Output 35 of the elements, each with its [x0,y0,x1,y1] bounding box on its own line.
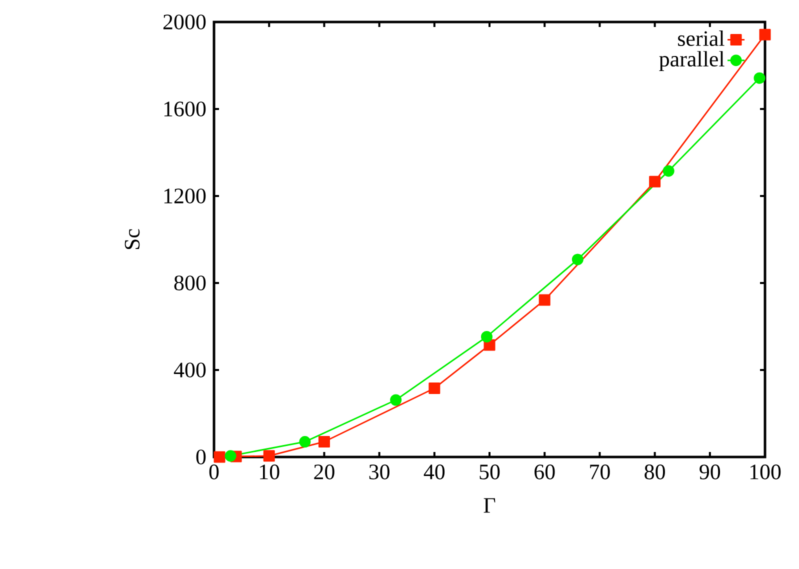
y-tick-label: 0 [196,450,206,464]
legend-label: serial [678,30,724,46]
x-tick-label: 90 [700,464,720,480]
point [759,28,771,40]
x-tick-label: 20 [314,464,334,480]
x-tick-label: 30 [369,464,390,480]
point [428,382,440,394]
point [263,450,275,462]
x-tick-label: 80 [644,464,665,480]
y-tick-label: 800 [174,276,206,290]
x-axis-title: Γ [484,498,496,513]
x-tick-label: 100 [750,464,781,480]
y-tick-label: 2000 [163,14,206,30]
point [318,436,330,448]
x-tick-label: 40 [424,464,445,480]
legend-label: parallel [659,51,724,72]
point [224,450,236,462]
point [662,165,674,177]
point [214,451,226,463]
y-tick-label: 400 [174,362,206,378]
x-tick-label: 50 [480,464,500,480]
point [481,330,493,342]
point [538,294,550,306]
y-tick-label: 1600 [164,102,206,116]
x-tick-label: 10 [260,464,280,480]
x-tick-label: 60 [534,464,555,480]
point [390,394,402,406]
point [299,436,311,448]
x-tick-label: 70 [590,464,610,480]
point [754,72,766,84]
point [649,176,661,188]
point [572,254,584,266]
y-tick-label: 1200 [164,188,206,204]
y-axis-title: Sc [124,229,140,250]
x-tick-label: 0 [209,464,219,480]
